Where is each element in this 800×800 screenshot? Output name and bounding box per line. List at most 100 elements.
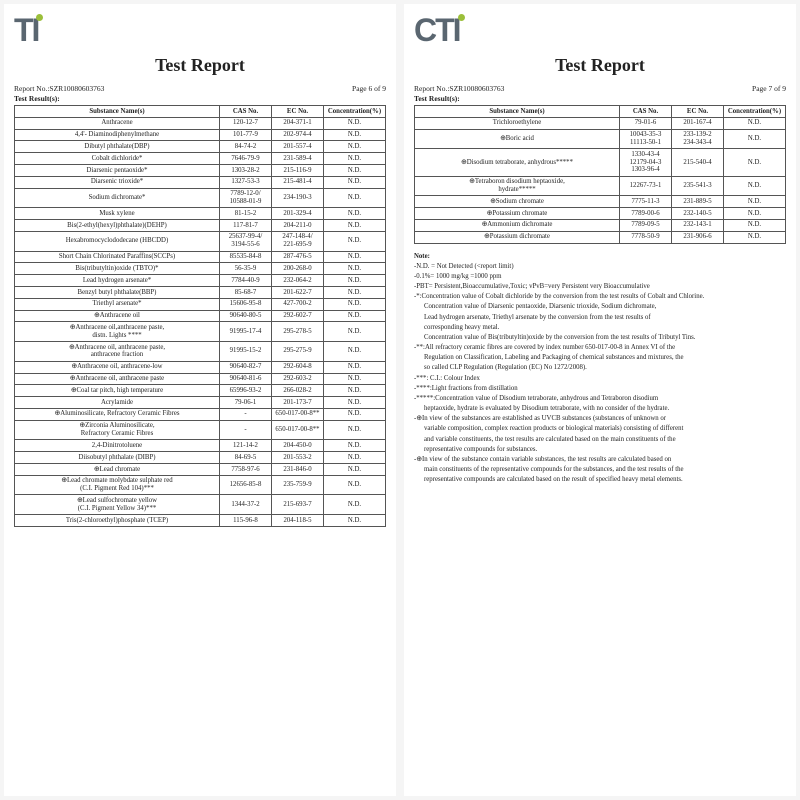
note-line: -****:Light fractions from distillation [414,384,786,393]
cell-ec: 235-541-3 [672,176,724,196]
cell-cas: 79-01-6 [620,117,672,129]
note-line: -***: C.I.: Colour Index [414,374,786,383]
cell-conc: N.D. [324,165,386,177]
report-no: Report No.:SZR10080603763 [414,84,504,93]
cell-ec: 232-143-1 [672,219,724,231]
cell-substance: ⊕Anthracene oil,anthracene paste,distn. … [15,322,220,342]
cell-substance: ⊕Potassium chromate [415,208,620,220]
cell-substance: Tris(2-chloroethyl)phosphate (TCEP) [15,515,220,527]
cell-substance: Bis(tributyltin)oxide (TBTO)* [15,263,220,275]
cell-ec: 215-540-4 [672,149,724,176]
table-row: Bis(tributyltin)oxide (TBTO)* 56-35-9 20… [15,263,386,275]
cell-conc: N.D. [324,275,386,287]
cell-conc: N.D. [324,231,386,251]
cell-cas: 12267-73-1 [620,176,672,196]
cell-ec: 234-190-3 [272,188,324,208]
cell-ec: 232-064-2 [272,275,324,287]
cell-conc: N.D. [724,219,786,231]
col-conc: Concentration(%) [724,106,786,118]
cell-substance: Hexabromocyclododecane (HBCDD) [15,231,220,251]
logo-dot-icon [36,14,43,21]
cell-cas: 15606-95-8 [220,298,272,310]
cell-conc: N.D. [324,153,386,165]
cell-substance: Sodium dichromate* [15,188,220,208]
cell-ec: 650-017-00-8** [272,408,324,420]
col-ec: EC No. [272,106,324,118]
cell-cas: 7789-09-5 [620,219,672,231]
table-row: ⊕Aluminosilicate, Refractory Ceramic Fib… [15,408,386,420]
table-row: Acrylamide 79-06-1 201-173-7 N.D. [15,397,386,409]
col-cas: CAS No. [220,106,272,118]
cell-cas: 1303-28-2 [220,165,272,177]
cell-substance: Triethyl arsenate* [15,298,220,310]
cell-cas: 56-35-9 [220,263,272,275]
table-row: Musk xylene 81-15-2 201-329-4 N.D. [15,208,386,220]
cell-conc: N.D. [324,464,386,476]
cell-substance: ⊕Ammonium dichromate [415,219,620,231]
table-row: 2,4-Dinitrotoluene 121-14-2 204-450-0 N.… [15,440,386,452]
cell-conc: N.D. [324,141,386,153]
table-row: ⊕Anthracene oil, anthracene paste 90640-… [15,373,386,385]
cell-cas: 91995-17-4 [220,322,272,342]
cell-cas: - [220,420,272,440]
cell-ec: 215-693-7 [272,495,324,515]
cell-substance: Bis(2-ethyl(hexyl)phthalate)(DEHP) [15,220,220,232]
cell-substance: ⊕Tetraboron disodium heptaoxide,hydrate*… [415,176,620,196]
cell-conc: N.D. [324,251,386,263]
table-row: ⊕Anthracene oil, anthracene-low 90640-82… [15,361,386,373]
cell-conc: N.D. [324,495,386,515]
cell-conc: N.D. [324,298,386,310]
note-line: Concentration value of Diarsenic pentaox… [414,302,786,311]
note-line: -**:All refractory ceramic fibres are co… [414,343,786,352]
cell-substance: ⊕Disodium tetraborate, anhydrous***** [415,149,620,176]
results-table-7: Substance Name(s) CAS No. EC No. Concent… [414,105,786,244]
cell-cas: 7646-79-9 [220,153,272,165]
table-row: ⊕Potassium chromate 7789-00-6 232-140-5 … [415,208,786,220]
cell-conc: N.D. [724,117,786,129]
cell-conc: N.D. [324,310,386,322]
cell-substance: Short Chain Chlorinated Paraffins(SCCPs) [15,251,220,263]
cell-cas: 101-77-9 [220,129,272,141]
table-row: ⊕Lead sulfochromate yellow(C.I. Pigment … [15,495,386,515]
cell-cas: 81-15-2 [220,208,272,220]
table-row: Cobalt dichloride* 7646-79-9 231-589-4 N… [15,153,386,165]
note-line: -*****:Concentration value of Disodium t… [414,394,786,403]
cell-ec: 204-371-1 [272,117,324,129]
table-row: ⊕Potassium dichromate 7778-50-9 231-906-… [415,231,786,243]
cell-substance: ⊕Anthracene oil [15,310,220,322]
cell-substance: ⊕Anthracene oil, anthracene paste,anthra… [15,342,220,362]
cell-ec: 266-028-2 [272,385,324,397]
table-row: ⊕Boric acid 10043-35-311113-50-1 233-139… [415,129,786,149]
table-row: ⊕Lead chromate 7758-97-6 231-846-0 N.D. [15,464,386,476]
cell-substance: Diisobutyl phthalate (DIBP) [15,452,220,464]
table-header-row: Substance Name(s) CAS No. EC No. Concent… [15,106,386,118]
note-line: -PBT= Persistent,Bioaccumulative,Toxic; … [414,282,786,291]
table-header-row: Substance Name(s) CAS No. EC No. Concent… [415,106,786,118]
cell-substance: ⊕Lead chromate [15,464,220,476]
cell-conc: N.D. [324,475,386,495]
table-row: ⊕Lead chromate molybdate sulphate red(C.… [15,475,386,495]
cell-ec: 232-140-5 [672,208,724,220]
col-cas: CAS No. [620,106,672,118]
cell-ec: 204-211-0 [272,220,324,232]
report-header-7: Report No.:SZR10080603763 Page 7 of 9 [414,84,786,93]
cell-conc: N.D. [324,129,386,141]
cell-cas: 1327-53-3 [220,176,272,188]
cell-cas: 12656-85-8 [220,475,272,495]
cell-conc: N.D. [724,129,786,149]
cell-ec: 295-275-9 [272,342,324,362]
cell-cas: 120-12-7 [220,117,272,129]
note-line: -0.1%= 1000 mg/kg =1000 ppm [414,272,786,281]
table-row: Trichloroethylene 79-01-6 201-167-4 N.D. [415,117,786,129]
cell-cas: 91995-15-2 [220,342,272,362]
cell-conc: N.D. [324,515,386,527]
page-number: Page 6 of 9 [352,84,386,93]
cell-cas: - [220,408,272,420]
cell-conc: N.D. [324,220,386,232]
cell-cas: 79-06-1 [220,397,272,409]
cell-cas: 90640-81-6 [220,373,272,385]
cell-ec: 201-622-7 [272,287,324,299]
cell-ec: 287-476-5 [272,251,324,263]
cell-cas: 90640-80-5 [220,310,272,322]
cell-substance: 2,4-Dinitrotoluene [15,440,220,452]
